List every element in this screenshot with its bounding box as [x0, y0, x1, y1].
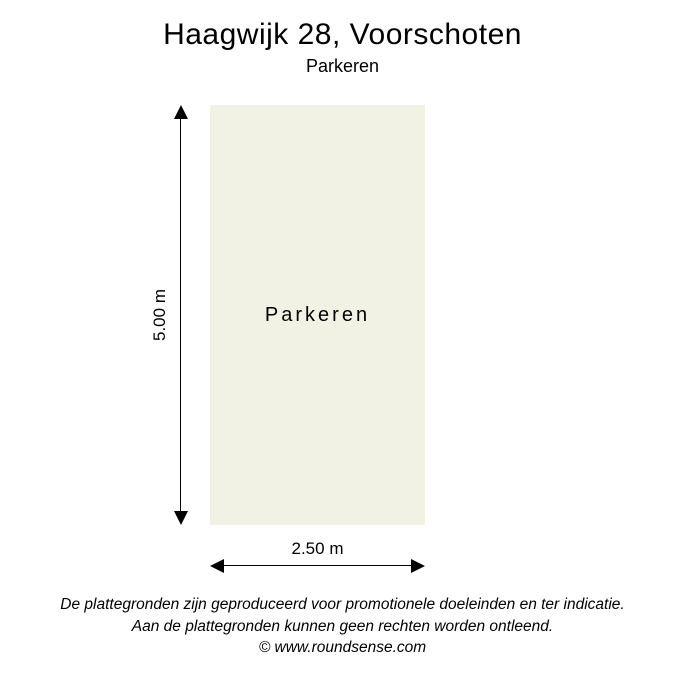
- hdim-line: [218, 565, 417, 566]
- arrow-left-icon: [210, 559, 224, 573]
- vertical-dimension: 5.00 m: [160, 105, 200, 525]
- header: Haagwijk 28, Voorschoten Parkeren: [0, 0, 685, 77]
- parking-rect-label: Parkeren: [265, 304, 370, 327]
- vdim-line: [180, 113, 181, 517]
- arrow-up-icon: [174, 105, 188, 119]
- arrow-down-icon: [174, 511, 188, 525]
- vdim-label: 5.00 m: [150, 289, 170, 341]
- footer-line-2: Aan de plattegronden kunnen geen rechten…: [0, 616, 685, 638]
- floorplan-area: Parkeren 5.00 m 2.50 m: [0, 95, 685, 585]
- page-subtitle: Parkeren: [0, 56, 685, 77]
- arrow-right-icon: [411, 559, 425, 573]
- footer: De plattegronden zijn geproduceerd voor …: [0, 594, 685, 659]
- horizontal-dimension: 2.50 m: [210, 545, 425, 585]
- hdim-label: 2.50 m: [286, 539, 350, 559]
- footer-line-1: De plattegronden zijn geproduceerd voor …: [0, 594, 685, 616]
- parking-rect: Parkeren: [210, 105, 425, 525]
- page-title: Haagwijk 28, Voorschoten: [0, 18, 685, 52]
- footer-line-3: © www.roundsense.com: [0, 637, 685, 659]
